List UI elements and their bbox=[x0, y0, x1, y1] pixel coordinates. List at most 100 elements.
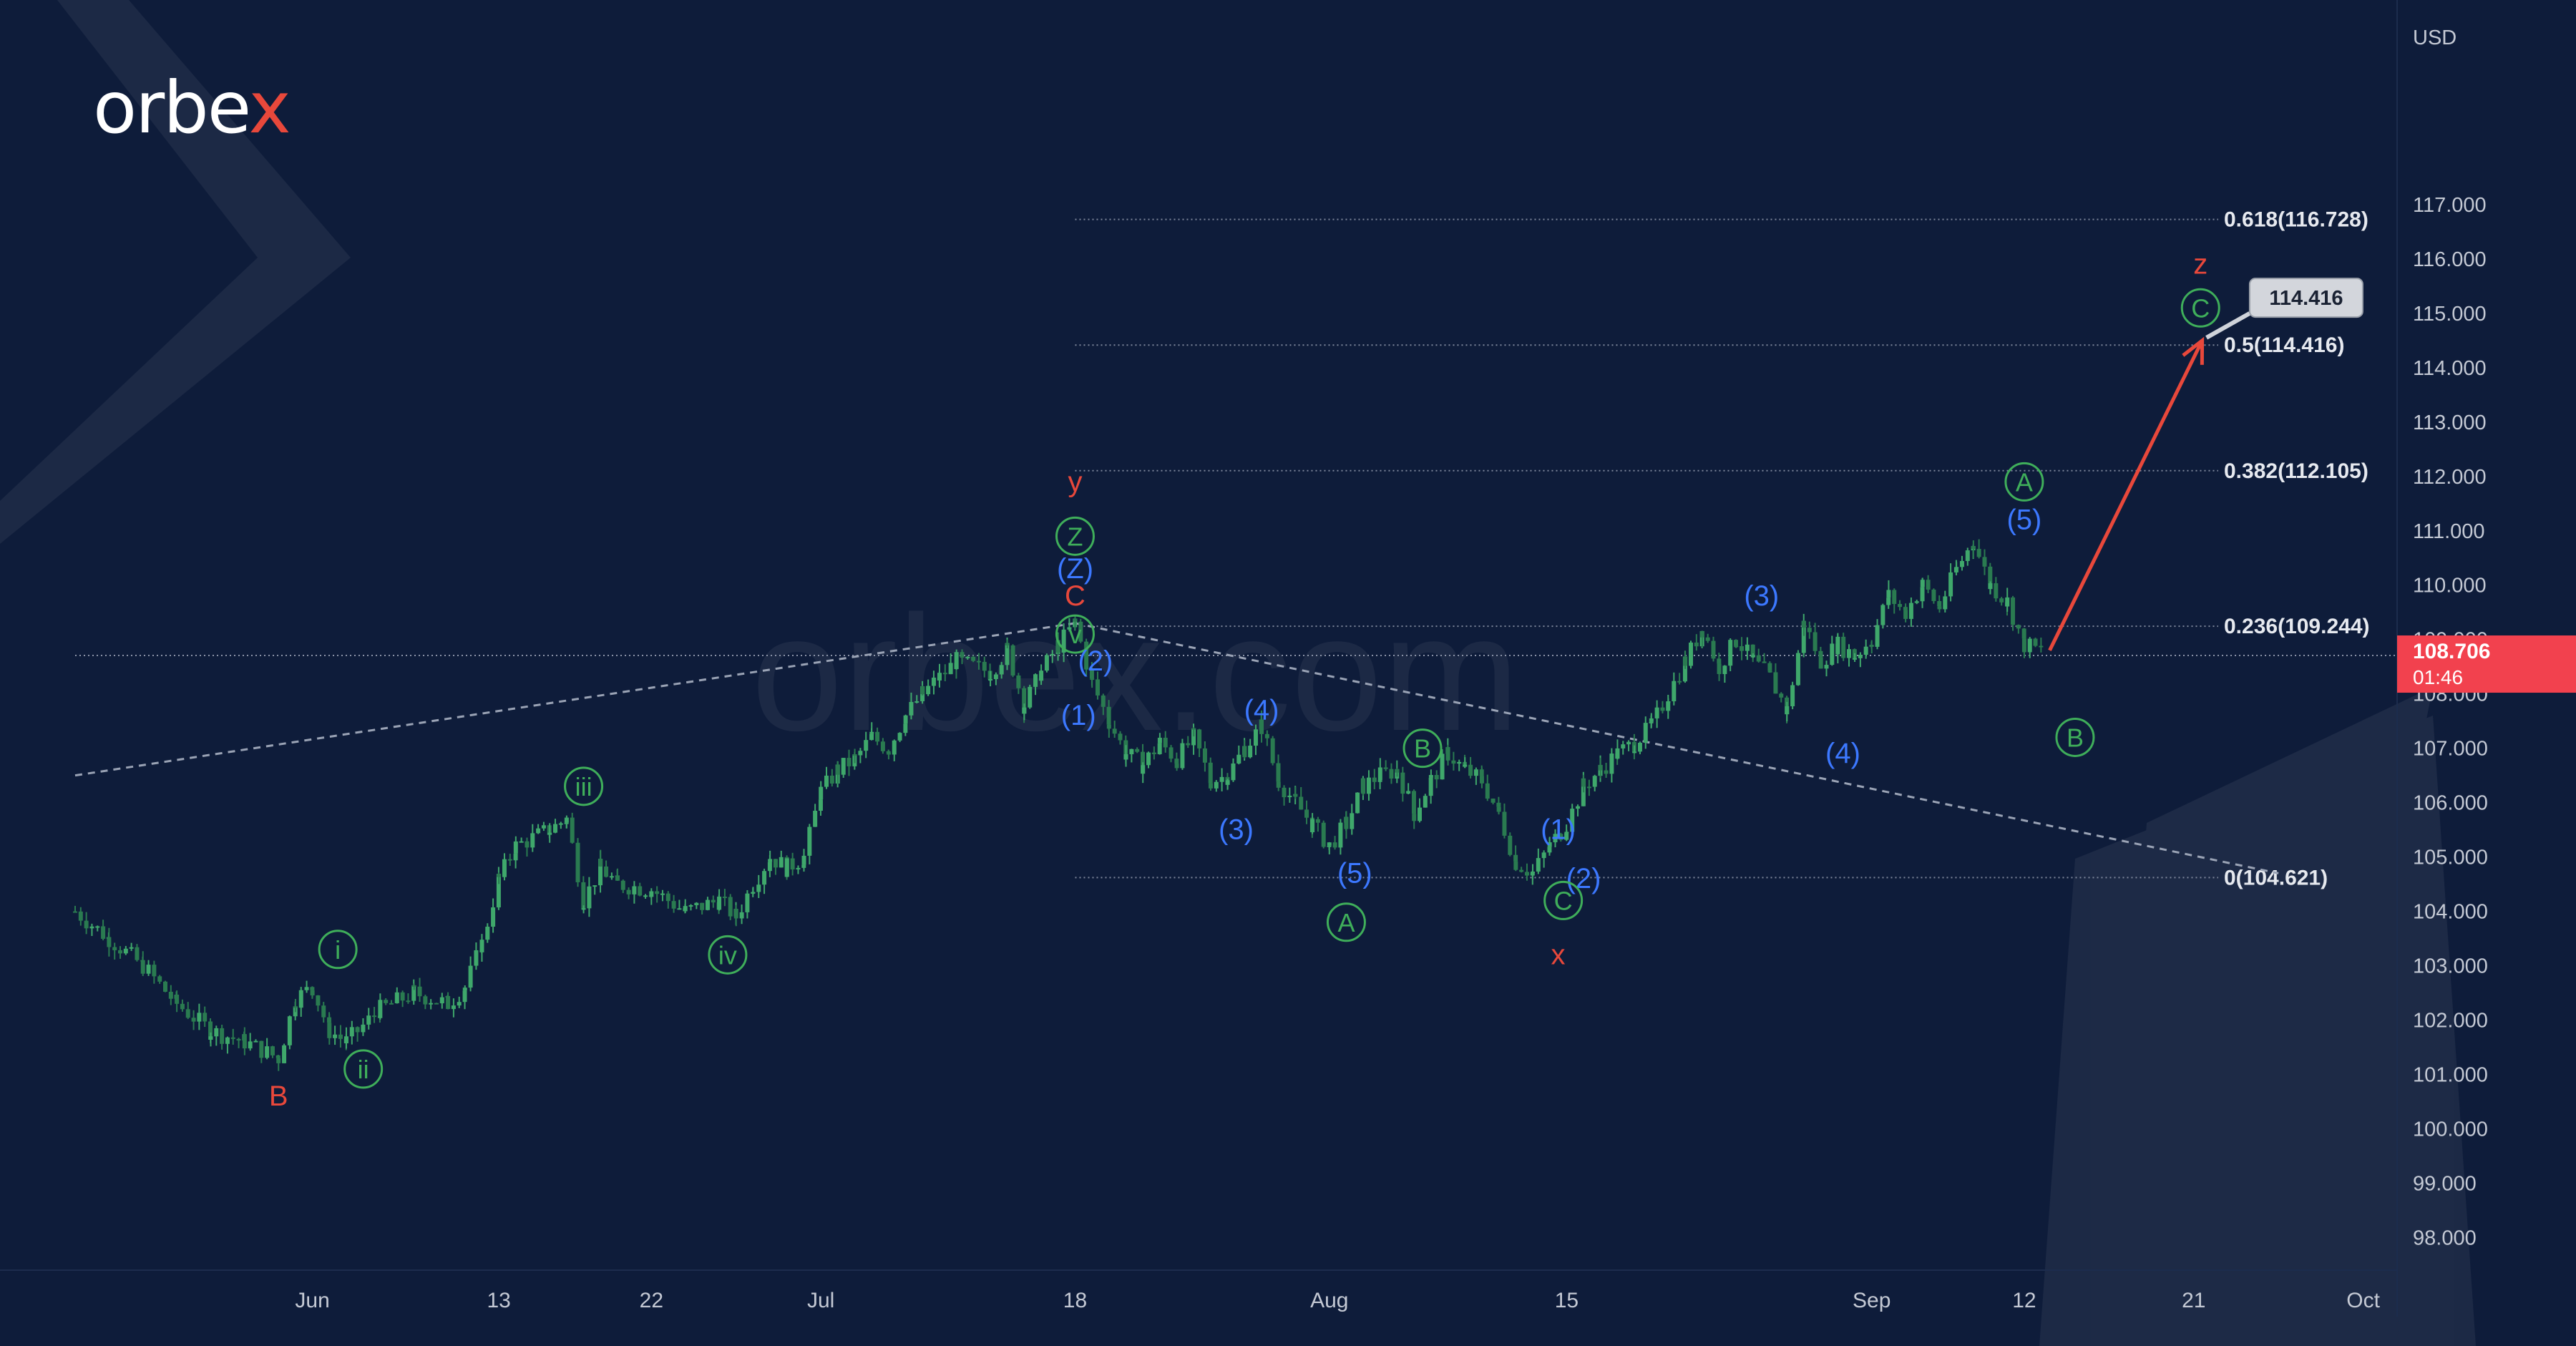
candle-body bbox=[1428, 775, 1433, 778]
candle-body bbox=[937, 673, 942, 681]
candle-body bbox=[829, 775, 834, 784]
candle-body bbox=[502, 859, 507, 877]
x-axis: Jun 13 22 Jul 18 Aug 15 Sep 12 21 Oct bbox=[0, 1269, 2397, 1312]
candle-body bbox=[841, 758, 846, 775]
candle-body bbox=[790, 858, 795, 870]
y-tick-label: 104.000 bbox=[2413, 901, 2488, 924]
fib-level-label: 0.382(112.105) bbox=[2224, 459, 2368, 483]
candle-body bbox=[293, 1006, 298, 1008]
candle-body bbox=[739, 912, 744, 919]
candle-body bbox=[1841, 636, 1846, 658]
candle-body bbox=[541, 825, 546, 829]
candle-body bbox=[1519, 869, 1524, 872]
candle-body bbox=[1581, 778, 1586, 787]
wave-label-circle bbox=[343, 1049, 384, 1089]
candle-body bbox=[711, 899, 716, 903]
x-tick-label: Oct bbox=[2346, 1289, 2380, 1312]
wave-label: (3) bbox=[1219, 814, 1254, 846]
candle-body bbox=[1931, 589, 1936, 601]
wave-label: C bbox=[2191, 293, 2210, 323]
candle-body bbox=[1762, 661, 1767, 663]
y-tick-label: 115.000 bbox=[2413, 303, 2487, 326]
candle-body bbox=[914, 701, 919, 703]
x-tick-label: Jul bbox=[807, 1289, 834, 1312]
candle-body bbox=[1174, 759, 1179, 764]
candle-body bbox=[230, 1037, 235, 1039]
candle-body bbox=[214, 1028, 219, 1037]
candle-body bbox=[1259, 719, 1264, 734]
candle-body bbox=[1310, 819, 1315, 833]
wave-label: z bbox=[2193, 248, 2207, 280]
wave-label: (4) bbox=[1825, 738, 1860, 769]
candle-body bbox=[1101, 695, 1106, 707]
candle-body bbox=[1186, 743, 1191, 746]
trend-line bbox=[1075, 622, 2279, 874]
candle-body bbox=[225, 1037, 230, 1044]
candle-body bbox=[1202, 748, 1207, 763]
candle-body bbox=[1055, 640, 1060, 653]
candle-body bbox=[1564, 832, 1569, 834]
candle-body bbox=[1965, 550, 1970, 561]
candle-body bbox=[592, 885, 597, 887]
candle-body bbox=[462, 987, 467, 991]
candle-body bbox=[1219, 776, 1224, 782]
candle-body bbox=[1717, 663, 1722, 675]
candle-body bbox=[304, 987, 309, 990]
candle-body bbox=[253, 1040, 258, 1043]
candle-body bbox=[1971, 546, 1976, 550]
x-tick-label: 18 bbox=[1063, 1289, 1087, 1312]
candle-body bbox=[1722, 665, 1727, 675]
candle-body bbox=[1123, 754, 1128, 760]
candle-body bbox=[1592, 776, 1597, 787]
candle-body bbox=[2039, 645, 2044, 648]
candle-body bbox=[948, 663, 953, 675]
candle-body bbox=[1541, 852, 1546, 859]
candle-body bbox=[298, 990, 303, 1008]
candle-body bbox=[1976, 549, 1981, 557]
y-tick-label: 114.000 bbox=[2413, 357, 2487, 380]
background-decoration bbox=[0, 0, 2476, 1346]
candle-body bbox=[903, 715, 908, 724]
candle-body bbox=[575, 842, 580, 882]
candle-body bbox=[1954, 567, 1959, 569]
candle-body bbox=[1672, 681, 1677, 702]
candle-body bbox=[1479, 776, 1484, 784]
wave-label: iii bbox=[575, 772, 592, 801]
candle-body bbox=[824, 775, 829, 787]
y-tick-label: 101.000 bbox=[2413, 1063, 2488, 1086]
candle-body bbox=[1553, 834, 1558, 843]
wave-label: iv bbox=[718, 940, 737, 970]
wave-label: (5) bbox=[2006, 504, 2041, 536]
x-tick-label: 12 bbox=[2012, 1289, 2036, 1312]
candle-body bbox=[1089, 669, 1094, 679]
candle-body bbox=[1106, 706, 1111, 725]
candle-body bbox=[1106, 724, 1111, 729]
candle-body bbox=[1418, 807, 1423, 821]
candles bbox=[73, 539, 2044, 1071]
candle-body bbox=[157, 976, 162, 982]
candle-body bbox=[1649, 718, 1654, 722]
candle-body bbox=[1028, 686, 1033, 708]
candle-body bbox=[1169, 747, 1174, 759]
candle-body bbox=[1683, 656, 1688, 666]
candle-body bbox=[733, 909, 738, 919]
y-tick-label: 102.000 bbox=[2413, 1010, 2488, 1033]
y-tick-label: 106.000 bbox=[2413, 792, 2488, 815]
y-tick-label: 117.000 bbox=[2413, 194, 2487, 217]
y-tick-label: 98.000 bbox=[2413, 1226, 2477, 1249]
current-price-value: 108.706 bbox=[2413, 640, 2490, 663]
target-callout-line bbox=[2205, 311, 2251, 340]
wave-label: ii bbox=[358, 1055, 369, 1084]
candle-body bbox=[439, 997, 444, 1004]
candle-body bbox=[819, 786, 824, 800]
candle-body bbox=[175, 995, 180, 1004]
current-price-tag bbox=[2397, 635, 2576, 693]
wave-label-circle bbox=[1326, 902, 1366, 942]
candle-body bbox=[615, 875, 620, 881]
candle-body bbox=[203, 1013, 208, 1022]
candle-body bbox=[1988, 583, 1993, 590]
candle-body bbox=[1350, 813, 1355, 829]
candle-body bbox=[474, 950, 479, 966]
wave-label: (1) bbox=[1061, 700, 1096, 731]
